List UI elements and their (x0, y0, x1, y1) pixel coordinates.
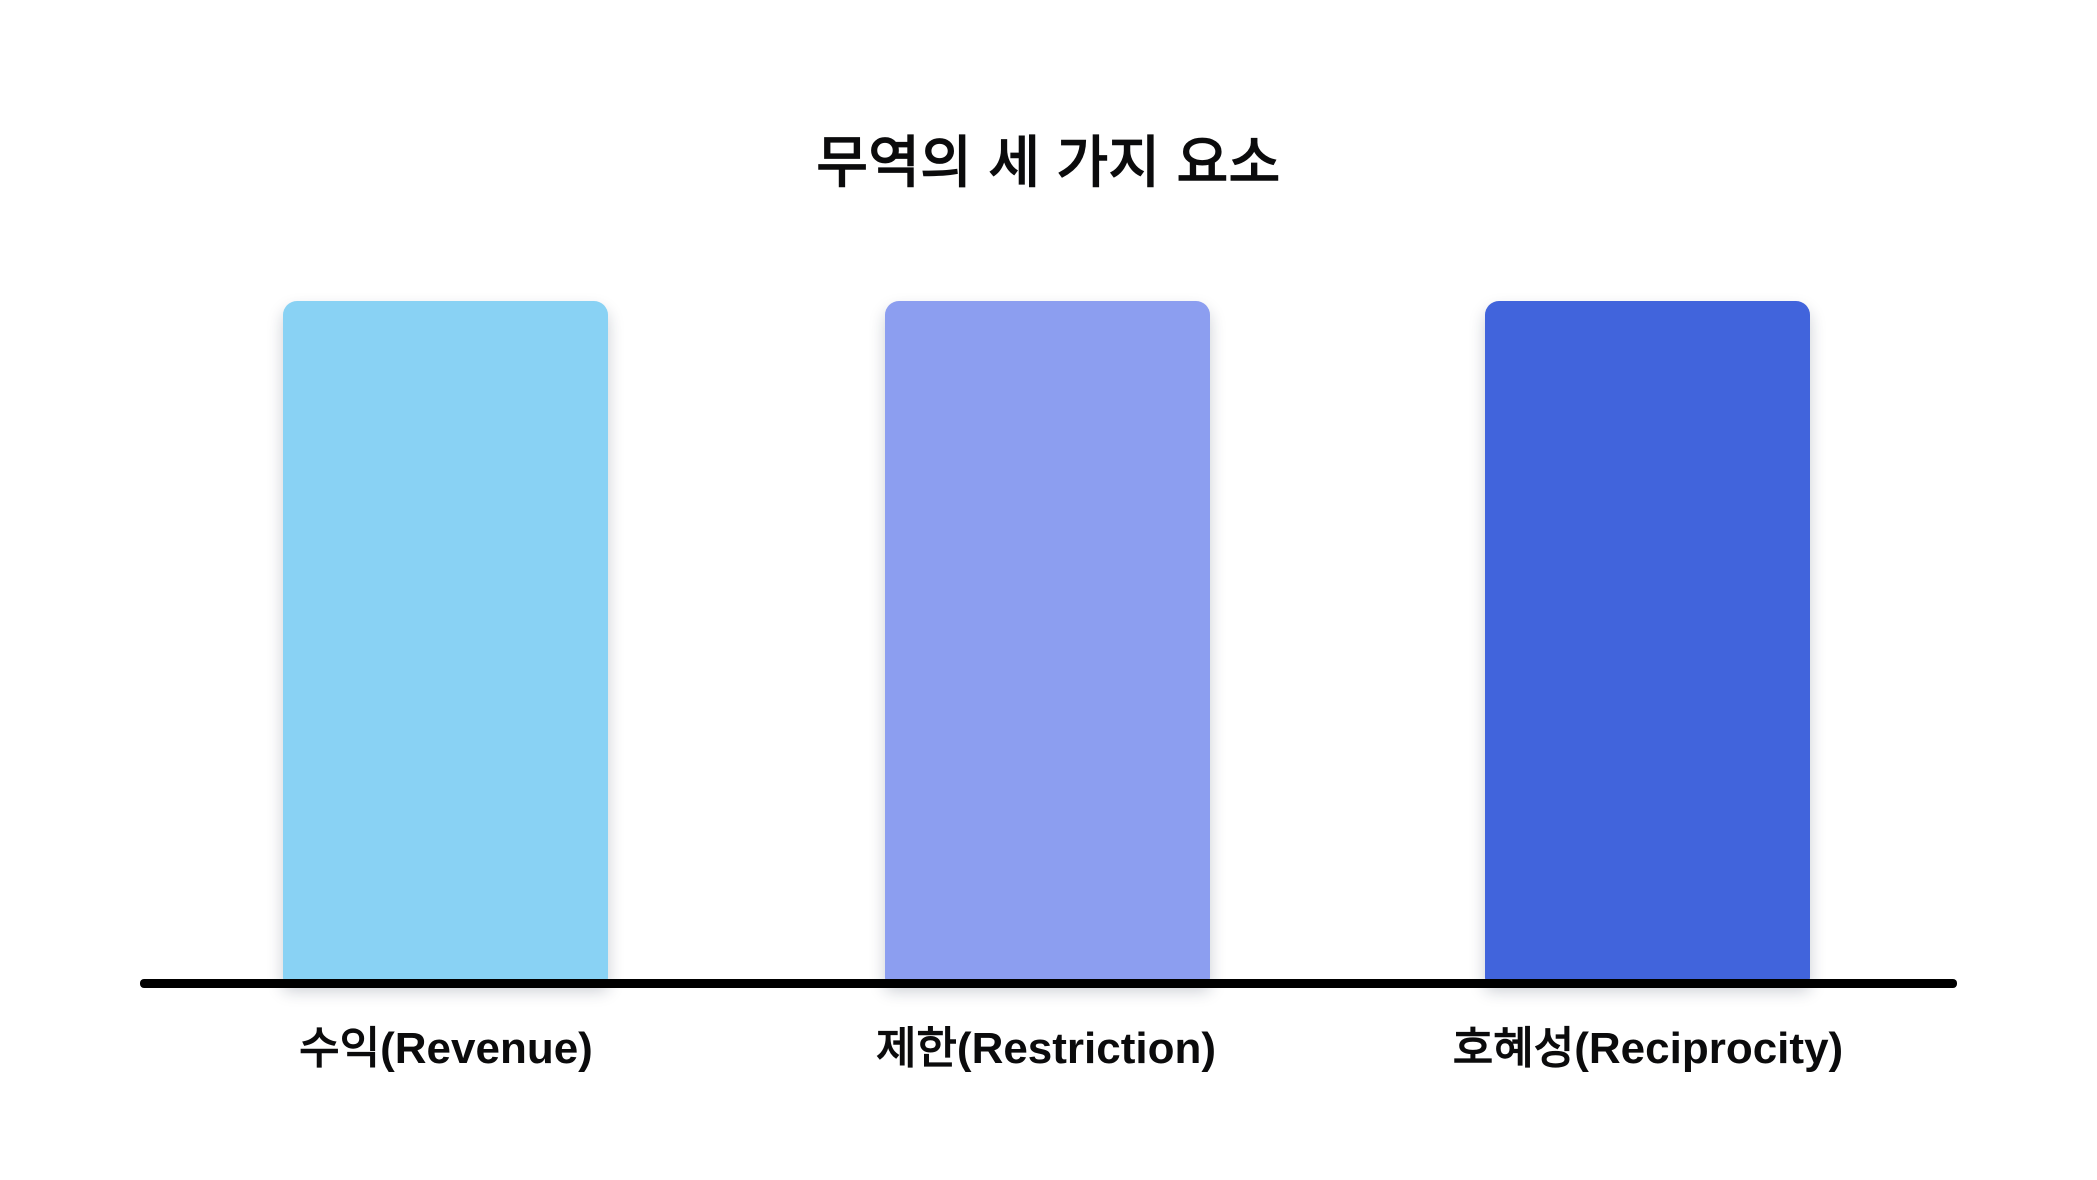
bar-restriction (885, 301, 1210, 983)
category-labels: 수익(Revenue) 제한(Restriction) 호혜성(Reciproc… (0, 1012, 2097, 1073)
plot-area (140, 301, 1957, 983)
bar-reciprocity (1485, 301, 1810, 983)
bar-revenue (283, 301, 608, 983)
category-label-restriction: 제한(Restriction) (875, 1024, 1217, 1073)
category-label-revenue: 수익(Revenue) (299, 1024, 593, 1073)
category-label-reciprocity: 호혜성(Reciprocity) (1452, 1024, 1844, 1073)
chart-title: 무역의 세 가지 요소 (816, 131, 1281, 194)
x-axis-line (140, 979, 1957, 988)
